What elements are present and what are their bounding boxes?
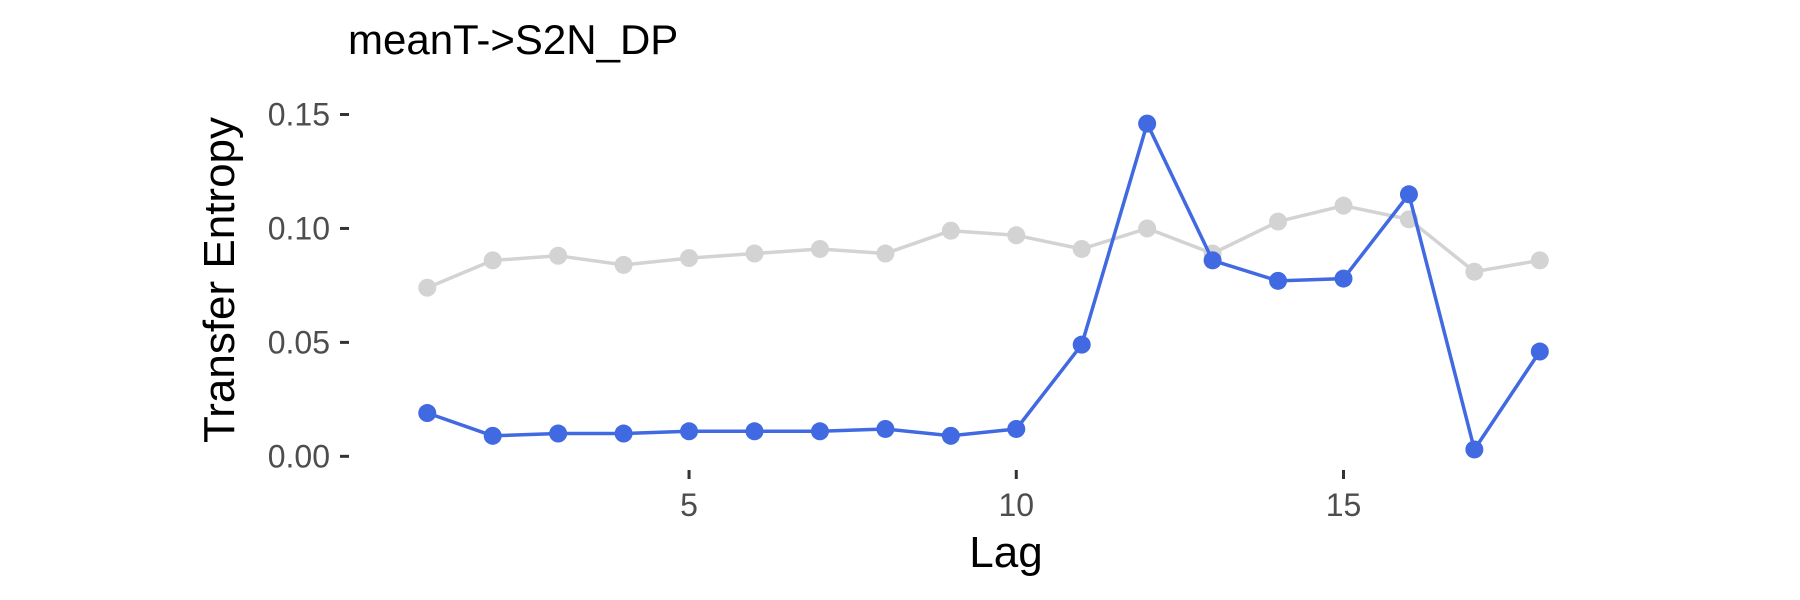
series-1-point — [549, 246, 568, 265]
series-1-point — [1465, 262, 1484, 281]
series-1-point — [876, 244, 895, 263]
y-axis-title: Transfer Entropy — [195, 117, 244, 443]
series-1-point — [1530, 251, 1549, 270]
series-1-point — [1334, 196, 1353, 215]
y-tick-label: 0.10 — [268, 210, 330, 246]
y-axis: 0.00 0.05 0.10 0.15 — [268, 97, 349, 474]
series-2-point — [1399, 185, 1418, 204]
y-tick-label: 0.00 — [268, 438, 330, 474]
chart-title: meanT->S2N_DP — [348, 16, 678, 63]
series-line-1 — [425, 203, 1542, 290]
x-axis: 5 10 15 — [680, 470, 1361, 523]
series-2-point — [1530, 342, 1549, 361]
x-axis-title: Lag — [969, 528, 1042, 577]
series-1-point — [810, 239, 829, 258]
series-2-point — [1269, 271, 1288, 290]
series-1-point — [745, 244, 764, 263]
x-tick-label: 15 — [1326, 487, 1362, 523]
series-2-point — [1072, 335, 1091, 354]
series-2-point — [614, 424, 633, 443]
series-2-point — [1138, 114, 1157, 133]
series-2-point — [549, 424, 568, 443]
y-tick-label: 0.15 — [268, 97, 330, 133]
series-2-point — [1007, 419, 1026, 438]
x-tick-label: 10 — [998, 487, 1034, 523]
series-1-point — [1007, 226, 1026, 245]
y-tick-label: 0.05 — [268, 324, 330, 360]
series-2-point — [810, 422, 829, 441]
series-1-point — [1138, 219, 1157, 238]
series-1-point — [483, 251, 502, 270]
series-2-point — [1465, 440, 1484, 459]
series-1-point — [1269, 212, 1288, 231]
series-2-point — [483, 426, 502, 445]
series-2-point — [418, 404, 437, 423]
series-1-point — [614, 255, 633, 274]
series-1-point — [941, 221, 960, 240]
series-2-point — [1334, 269, 1353, 288]
series-1-point — [418, 278, 437, 297]
series-2-point — [876, 419, 895, 438]
plot-area — [418, 114, 1549, 459]
series-2-point — [745, 422, 764, 441]
series-2-point — [1203, 251, 1222, 270]
series-1-point — [680, 249, 699, 268]
series-2-point — [680, 422, 699, 441]
series-line-2 — [425, 121, 1542, 452]
series-1-point — [1072, 239, 1091, 258]
x-tick-label: 5 — [680, 487, 698, 523]
series-2-point — [941, 426, 960, 445]
